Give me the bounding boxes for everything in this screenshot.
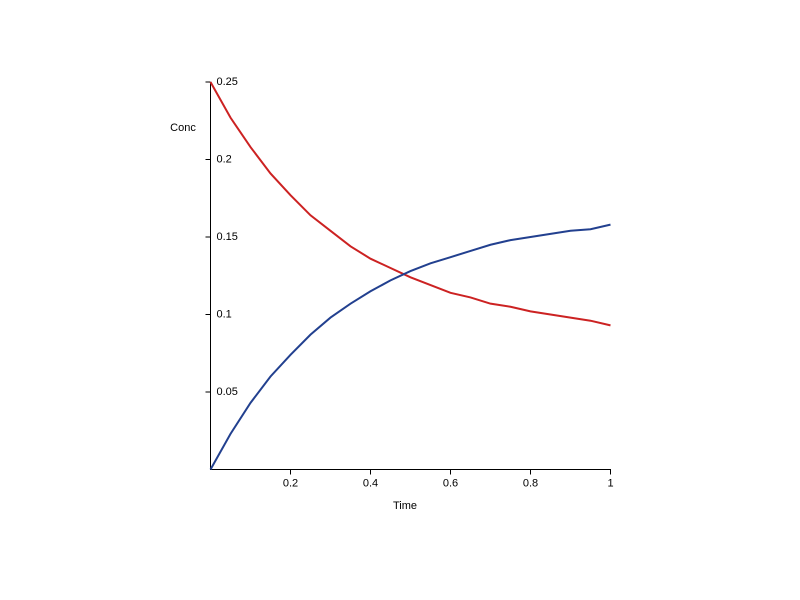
x-tick-label: 0.6 <box>443 477 458 489</box>
x-tick-label: 0.8 <box>523 477 538 489</box>
y-tick-label: 0.1 <box>217 308 232 320</box>
line-series <box>209 223 611 470</box>
y-tick-label: 0.05 <box>217 386 238 398</box>
x-tick-label: 1 <box>607 477 613 489</box>
line-series <box>209 81 611 327</box>
y-axis-label: Conc <box>170 122 196 134</box>
y-tick-label: 0.2 <box>217 153 232 165</box>
y-tick-label: 0.25 <box>217 76 238 88</box>
x-tick-label: 0.2 <box>283 477 298 489</box>
x-axis-label: Time <box>393 500 417 512</box>
x-tick-label: 0.4 <box>363 477 378 489</box>
y-tick-label: 0.15 <box>217 231 238 243</box>
